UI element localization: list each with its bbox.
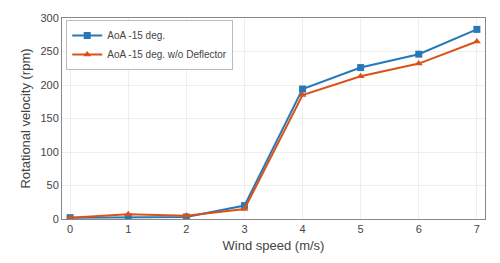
- svg-text:Wind speed (m/s): Wind speed (m/s): [223, 238, 325, 253]
- svg-text:100: 100: [40, 146, 58, 158]
- svg-text:3: 3: [241, 223, 247, 235]
- svg-text:2: 2: [183, 223, 189, 235]
- svg-text:50: 50: [47, 179, 59, 191]
- svg-text:5: 5: [358, 223, 364, 235]
- svg-text:0: 0: [67, 223, 73, 235]
- svg-text:7: 7: [474, 223, 480, 235]
- svg-text:0: 0: [53, 213, 59, 225]
- svg-text:150: 150: [40, 112, 58, 124]
- svg-text:4: 4: [299, 223, 305, 235]
- svg-text:200: 200: [40, 79, 58, 91]
- svg-text:250: 250: [40, 45, 58, 57]
- svg-text:AoA -15 deg.: AoA -15 deg.: [107, 30, 165, 41]
- svg-text:300: 300: [40, 12, 58, 24]
- svg-text:6: 6: [416, 223, 422, 235]
- svg-text:1: 1: [125, 223, 131, 235]
- svg-text:AoA -15 deg. w/o Deflector: AoA -15 deg. w/o Deflector: [107, 49, 227, 60]
- svg-text:Rotational velocity (rpm): Rotational velocity (rpm): [18, 48, 33, 188]
